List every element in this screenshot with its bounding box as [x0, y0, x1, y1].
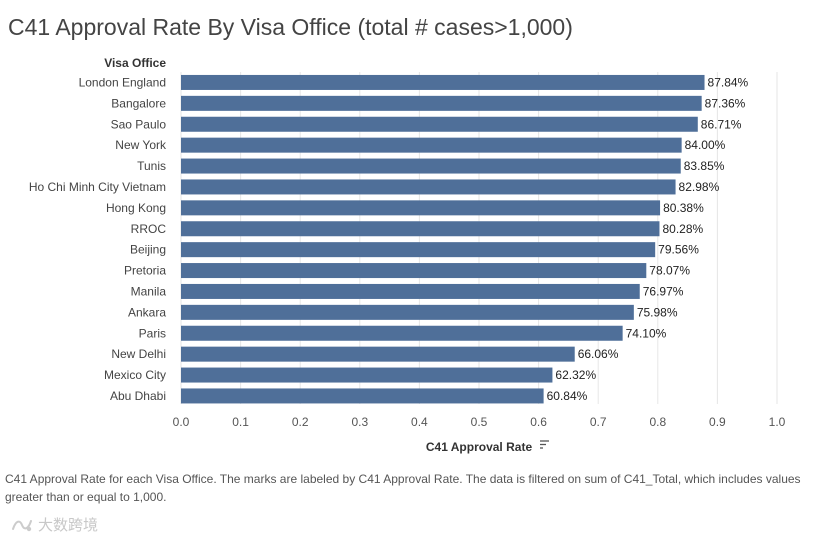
data-label: 83.85%: [684, 159, 725, 173]
chart-caption: C41 Approval Rate for each Visa Office. …: [5, 472, 801, 504]
data-label: 86.71%: [701, 117, 742, 131]
category-label: Beijing: [130, 243, 166, 257]
bar: [181, 263, 647, 279]
category-label: Manila: [131, 284, 167, 298]
data-label: 62.32%: [555, 368, 596, 382]
category-label: New York: [115, 138, 167, 152]
category-label: Bangalore: [111, 96, 166, 110]
data-label: 87.84%: [708, 75, 749, 89]
x-tick-label: 0.1: [232, 415, 249, 429]
chart-title: C41 Approval Rate By Visa Office (total …: [8, 14, 573, 40]
data-label: 87.36%: [705, 96, 746, 110]
bar: [181, 179, 676, 195]
data-label: 84.00%: [685, 138, 726, 152]
bar: [181, 200, 661, 216]
data-label: 80.28%: [662, 222, 703, 236]
category-label: Mexico City: [104, 368, 166, 382]
data-label: 79.56%: [658, 243, 699, 257]
bar: [181, 158, 681, 174]
category-label: RROC: [131, 222, 167, 236]
data-label: 82.98%: [679, 180, 720, 194]
bar: [181, 388, 544, 404]
x-tick-label: 0.5: [471, 415, 488, 429]
category-label: Sao Paulo: [111, 117, 167, 131]
data-label: 74.10%: [626, 326, 667, 340]
x-tick-label: 0.8: [649, 415, 666, 429]
category-label: Abu Dhabi: [110, 389, 166, 403]
brand-logo-icon: [12, 519, 32, 531]
watermark: 大数跨境: [10, 514, 98, 535]
data-label: 76.97%: [643, 284, 684, 298]
category-label: Hong Kong: [106, 201, 166, 215]
category-label: London England: [79, 75, 166, 89]
bar: [181, 242, 656, 258]
bar: [181, 304, 634, 320]
x-tick-label: 0.2: [292, 415, 309, 429]
x-tick-label: 0.7: [590, 415, 607, 429]
x-tick-label: 0.9: [709, 415, 726, 429]
x-tick-label: 0.3: [351, 415, 368, 429]
x-tick-label: 0.0: [173, 415, 190, 429]
watermark-text: 大数跨境: [38, 517, 99, 534]
bar: [181, 95, 702, 111]
bar: [181, 325, 623, 341]
bar: [181, 74, 705, 90]
bar: [181, 283, 640, 299]
category-label: Tunis: [137, 159, 166, 173]
x-axis-title: C41 Approval Rate: [426, 440, 533, 454]
category-label: Pretoria: [124, 264, 166, 278]
data-label: 75.98%: [637, 305, 678, 319]
data-label: 60.84%: [547, 389, 588, 403]
y-axis-title: Visa Office: [104, 56, 166, 70]
category-label: Ho Chi Minh City Vietnam: [29, 180, 166, 194]
data-label: 80.38%: [663, 201, 704, 215]
x-tick-label: 0.6: [530, 415, 547, 429]
bar: [181, 367, 553, 383]
x-tick-label: 0.4: [411, 415, 428, 429]
category-label: New Delhi: [111, 347, 166, 361]
category-label: Ankara: [128, 305, 166, 319]
category-label: Paris: [139, 326, 166, 340]
x-tick-label: 1.0: [769, 415, 786, 429]
bar: [181, 346, 575, 362]
bar: [181, 221, 660, 237]
data-label: 78.07%: [649, 264, 690, 278]
bar: [181, 137, 682, 153]
bar: [181, 116, 698, 132]
data-label: 66.06%: [578, 347, 619, 361]
